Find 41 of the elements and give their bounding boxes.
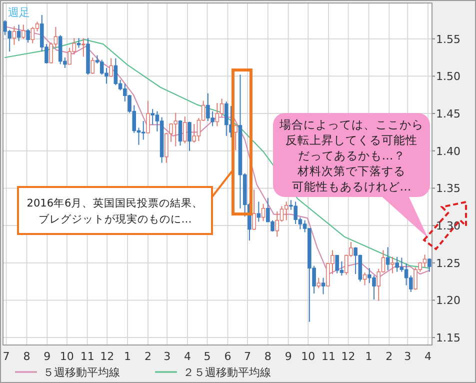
y-tick-label: 1.20 <box>436 294 460 308</box>
legend-label: ２５週移動平均線 <box>183 366 271 379</box>
annotation: 2016年6月、英国国民投票の結果、 <box>26 196 204 210</box>
y-tick-label: 1.45 <box>436 108 460 121</box>
x-tick-label: 6 <box>224 350 232 363</box>
x-tick-label: 10 <box>60 350 74 363</box>
y-tick-label: 1.35 <box>436 182 460 196</box>
x-tick-label: 5 <box>204 350 211 363</box>
y-tick-label: 1.30 <box>436 220 460 233</box>
annotation: 材料次第で下落する <box>296 164 406 178</box>
x-tick-label: 4 <box>424 350 432 363</box>
x-tick-label: 7 <box>244 350 251 363</box>
x-tick-label: 3 <box>404 350 412 363</box>
y-tick-label: 1.50 <box>436 70 460 84</box>
annotation: ブレグジットが現実のものに… <box>38 212 192 226</box>
y-tick-label: 1.55 <box>436 32 460 46</box>
x-tick-label: 11 <box>80 350 94 363</box>
y-tick-label: 1.15 <box>436 332 460 345</box>
x-tick-label: 9 <box>44 350 51 363</box>
annotation: 可能性もあるけれど… <box>292 179 412 194</box>
annotation: 反転上昇してくる可能性 <box>286 132 418 147</box>
x-tick-label: 10 <box>301 350 316 363</box>
annotation: 週足 <box>8 6 30 19</box>
x-tick-label: 12 <box>100 350 114 363</box>
x-tick-label: 8 <box>264 350 272 363</box>
annotation: だってあるかも…？ <box>298 148 406 162</box>
x-tick-label: 4 <box>184 350 192 363</box>
x-tick-label: 11 <box>322 350 336 363</box>
y-tick-label: 1.25 <box>436 256 460 270</box>
x-tick-label: 7 <box>2 350 10 363</box>
x-tick-label: 9 <box>284 350 292 363</box>
x-tick-label: 3 <box>164 350 171 363</box>
y-tick-label: 1.40 <box>436 144 460 158</box>
x-tick-label: 2 <box>144 350 152 363</box>
annotation: 場合によっては、ここから <box>278 117 424 132</box>
x-tick-label: 12 <box>341 350 356 363</box>
x-tick-label: 2 <box>386 350 393 363</box>
legend-label: ５週移動平均線 <box>43 366 120 379</box>
x-tick-label: 8 <box>23 350 30 363</box>
x-tick-label: 1 <box>365 350 372 363</box>
x-tick-label: 1 <box>124 350 132 363</box>
